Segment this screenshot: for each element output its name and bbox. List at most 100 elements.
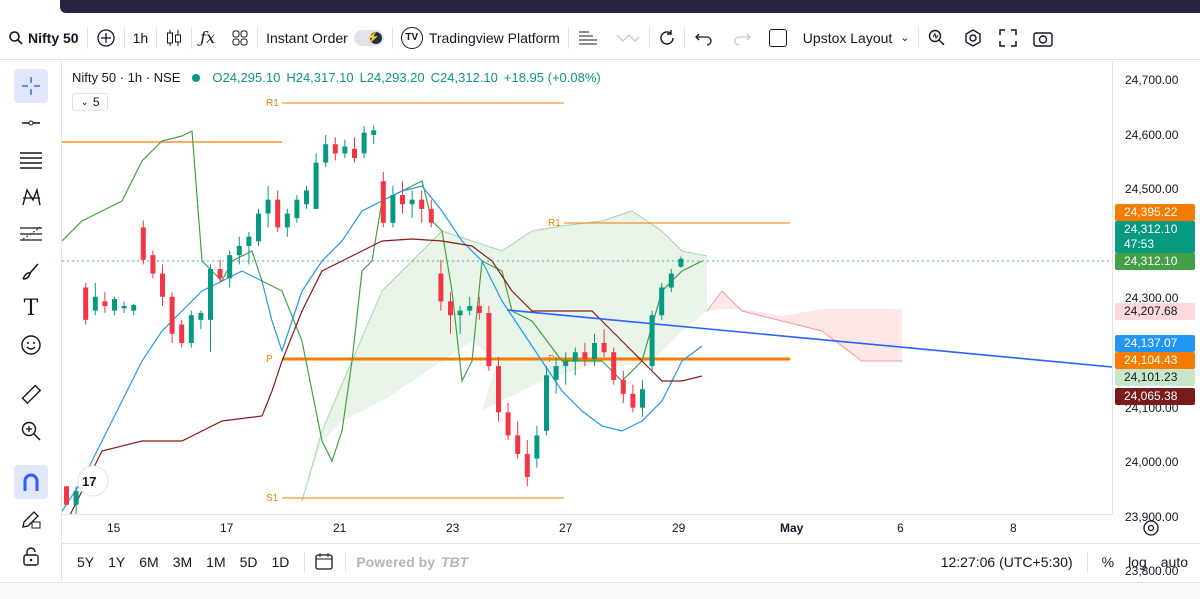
range-button[interactable]: 1Y: [108, 553, 126, 570]
scale-settings-icon[interactable]: [1142, 519, 1160, 537]
toggle-switch[interactable]: ⚡: [353, 29, 384, 46]
candle-body: [265, 199, 271, 214]
price-pill-pivot: 24,104.43: [1115, 352, 1195, 369]
candle-body: [649, 315, 655, 367]
time-label: May: [780, 521, 804, 535]
measure-tool[interactable]: [14, 377, 48, 411]
last-price: 24,312.10: [1124, 222, 1178, 236]
candle-body: [409, 199, 415, 205]
range-button[interactable]: 5Y: [77, 553, 95, 570]
trendline-tool[interactable]: [14, 106, 48, 140]
percent-toggle[interactable]: %: [1101, 554, 1115, 570]
candle-body: [505, 412, 511, 436]
compare-button[interactable]: [88, 16, 124, 60]
refresh-button[interactable]: [650, 16, 684, 60]
lock-drawings-tool[interactable]: [14, 502, 48, 536]
forecast-icon: [20, 226, 42, 241]
goto-date-icon[interactable]: [313, 552, 335, 572]
time-axis[interactable]: 15 17 21 23 27 29 May 6 8: [62, 514, 1159, 542]
candle-body: [323, 144, 329, 163]
brush-icon: [22, 263, 39, 280]
emoji-tool[interactable]: [14, 328, 48, 362]
price-scale[interactable]: 24,700.0024,600.0024,500.0024,400.0024,3…: [1112, 61, 1200, 578]
candle-body: [83, 287, 89, 320]
grid-icon: [232, 30, 248, 45]
tradingview-watermark-label: 17: [82, 474, 96, 489]
undo-button[interactable]: [685, 16, 723, 60]
interval-button[interactable]: 1h: [125, 16, 157, 60]
layout-button[interactable]: Upstox Layout ⌄: [761, 16, 918, 60]
unlock-icon: [23, 547, 39, 566]
candle-body: [611, 352, 617, 380]
order-panel-button[interactable]: [569, 16, 607, 60]
brush-tool[interactable]: [14, 254, 48, 288]
range-button[interactable]: 1D: [271, 553, 290, 570]
candle-body: [630, 393, 636, 408]
settings-button[interactable]: [955, 16, 991, 60]
refresh-icon: [660, 29, 674, 45]
magnet-tool[interactable]: [14, 465, 48, 499]
clock[interactable]: 12:27:06 (UTC+5:30): [940, 554, 1073, 570]
auto-toggle[interactable]: auto: [1160, 554, 1188, 570]
snapshot-button[interactable]: [1025, 16, 1061, 60]
replay-button[interactable]: [607, 16, 649, 60]
candle-body: [352, 148, 357, 159]
zoom-tool[interactable]: [14, 414, 48, 448]
legend-low: L24,293.20: [359, 70, 425, 85]
settings-icon: [964, 28, 981, 47]
log-toggle[interactable]: log: [1128, 554, 1147, 570]
platform-label: Tradingview Platform: [428, 29, 560, 46]
price-tick: 24,600.00: [1125, 127, 1179, 142]
platform-button[interactable]: TV Tradingview Platform: [393, 16, 568, 60]
ruler-icon: [21, 384, 42, 405]
candle-body: [668, 273, 674, 288]
candle-body: [640, 389, 645, 408]
pattern-tool[interactable]: [14, 180, 48, 214]
bottom-toolbar: 5Y 1Y 6M 3M 1M 5D 1D Powered by TBT 12:27:06 (…: [62, 543, 1200, 579]
forecast-tool[interactable]: [14, 217, 48, 251]
candle-body: [256, 213, 261, 242]
layout-label: Upstox Layout: [802, 29, 893, 46]
fib-tool[interactable]: [14, 143, 48, 177]
instant-order-toggle[interactable]: Instant Order ⚡: [258, 16, 392, 60]
candle-body: [419, 199, 425, 209]
candle-body: [332, 144, 338, 154]
indicators-button[interactable]: ƒx: [192, 16, 223, 60]
bolt-icon: ⚡: [366, 31, 380, 44]
candle-body: [275, 199, 281, 228]
crosshair-tool[interactable]: [14, 69, 48, 103]
indicators-collapse-button[interactable]: ⌄ 5: [72, 93, 108, 111]
text-tool[interactable]: T: [14, 291, 48, 325]
chart-pane[interactable]: R1 R1 P P S1 17: [62, 61, 1112, 514]
time-label: 8: [1010, 521, 1017, 535]
price-tick: 24,500.00: [1125, 182, 1179, 197]
candle-body: [227, 255, 233, 279]
ichimoku-cloud-bullish: [302, 211, 707, 501]
legend-change: +18.95 (+0.08%): [503, 70, 601, 85]
candle-body: [457, 310, 463, 316]
price-pill-resistance: 24,395.22: [1115, 204, 1195, 221]
price-tick: 23,800.00: [1125, 564, 1179, 579]
chart-type-button[interactable]: [157, 16, 191, 60]
tradingview-logo-icon: TV: [400, 26, 423, 49]
price-chart[interactable]: R1 R1 P P S1 17: [62, 61, 1112, 514]
range-button[interactable]: 3M: [172, 553, 193, 570]
candle-body: [208, 269, 213, 320]
unlock-tool[interactable]: [14, 539, 48, 573]
symbol-search[interactable]: Nifty 50: [0, 16, 87, 60]
fullscreen-button[interactable]: [991, 16, 1025, 60]
quick-search-button[interactable]: [919, 16, 955, 60]
candle-body: [515, 435, 521, 454]
range-button[interactable]: 1M: [206, 553, 226, 570]
fullscreen-icon: [998, 28, 1017, 47]
p-label-right: P: [548, 354, 555, 365]
replay-icon: [616, 33, 640, 42]
bar-countdown: 47:53: [1124, 237, 1155, 251]
candle-body: [169, 296, 175, 334]
templates-button[interactable]: [223, 16, 257, 60]
footer-panel-strip: [0, 582, 1200, 599]
redo-button[interactable]: [723, 16, 761, 60]
range-button[interactable]: 6M: [139, 553, 159, 570]
price-pill-trendline: 24,137.07: [1115, 335, 1195, 352]
range-button[interactable]: 5D: [239, 553, 258, 570]
